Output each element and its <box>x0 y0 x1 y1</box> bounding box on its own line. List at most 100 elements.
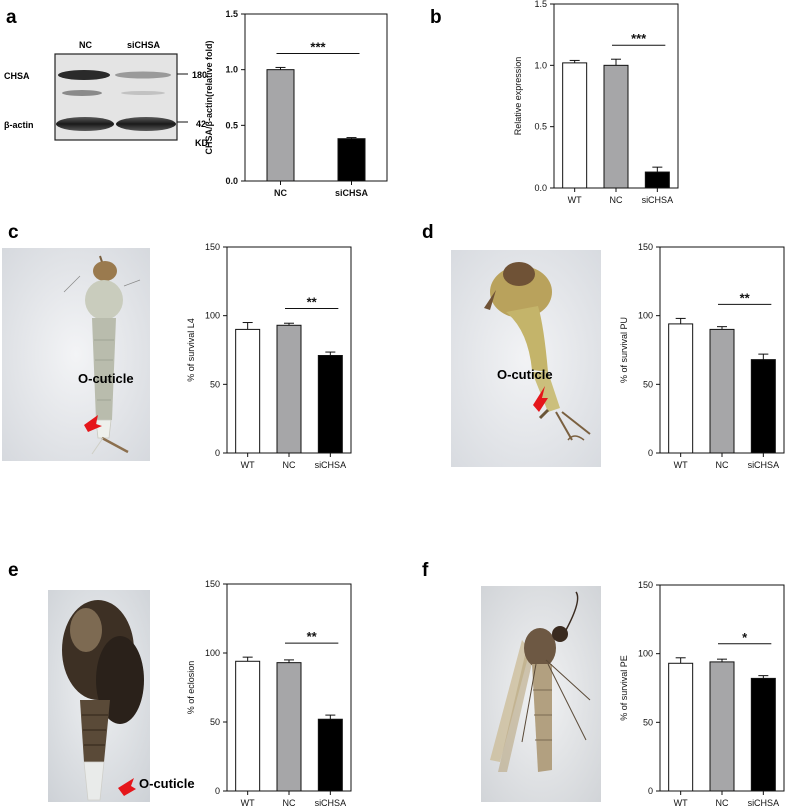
bar-wt <box>562 62 588 189</box>
blot-band-chsa-nc <box>58 70 110 80</box>
x-tick-label: WT <box>674 798 688 808</box>
y-tick-label: 150 <box>638 580 653 590</box>
x-tick-label: siCHSA <box>748 460 780 470</box>
significance-label: ** <box>307 629 318 644</box>
y-tick-label: 100 <box>638 649 653 659</box>
y-tick-label: 50 <box>643 717 653 727</box>
x-tick-label: siCHSA <box>642 195 674 205</box>
blot-lane-nc: NC <box>79 40 92 50</box>
blot-row-actin: β-actin <box>4 120 34 130</box>
bar-nc <box>709 328 735 454</box>
marker-unit: KD <box>195 138 208 148</box>
photo-larva-l4: O-cuticle <box>2 248 150 461</box>
y-tick-label: 150 <box>205 579 220 589</box>
blot-row-chsa: CHSA <box>4 71 30 81</box>
y-tick-label: 150 <box>638 242 653 252</box>
panel-letter-f: f <box>422 560 429 581</box>
bar-sichsa <box>317 718 343 792</box>
blot-lane-sichsa: siCHSA <box>127 40 161 50</box>
y-axis-label: % of eclosion <box>186 661 196 715</box>
photo-pupa: O-cuticle <box>451 250 601 467</box>
arrow-icon <box>118 778 136 796</box>
x-tick-label: WT <box>241 460 255 470</box>
blot-band-actin-sichsa <box>116 117 176 131</box>
x-tick-label: WT <box>568 195 582 205</box>
significance-label: *** <box>310 39 326 54</box>
bar-wt <box>235 660 261 792</box>
y-tick-label: 0.5 <box>225 120 238 130</box>
x-tick-label: NC <box>283 460 296 470</box>
larva-siphon <box>101 436 129 454</box>
blot-band-chsa-nc-lower <box>62 90 102 96</box>
annotation-o-cuticle: O-cuticle <box>78 371 134 386</box>
plot-frame <box>244 13 388 182</box>
panel-letter-a: a <box>6 7 17 28</box>
larva-head <box>93 261 117 281</box>
x-tick-label: siCHSA <box>748 798 780 808</box>
bar-sichsa <box>337 138 366 182</box>
y-tick-label: 0 <box>215 786 220 796</box>
bar-sichsa <box>750 677 776 792</box>
significance-label: ** <box>307 295 318 310</box>
larva-thorax <box>85 280 123 320</box>
annotation-o-cuticle: O-cuticle <box>139 776 195 791</box>
y-tick-label: 1.0 <box>225 65 238 75</box>
bar-wt <box>668 323 694 454</box>
y-tick-label: 0.0 <box>534 183 547 193</box>
chart-f: 0 50 100 150 % of survival PE WT NC siCHSA * <box>619 580 785 808</box>
western-blot: NC siCHSA CHSA β-actin 180 42 KD <box>4 40 208 148</box>
y-tick-label: 0.5 <box>534 122 547 132</box>
x-tick-label: siCHSA <box>315 460 347 470</box>
y-tick-label: 0 <box>648 448 653 458</box>
x-tick-label: siCHSA <box>315 798 347 808</box>
photo-background <box>2 248 150 461</box>
y-tick-label: 1.0 <box>534 60 547 70</box>
significance-label: * <box>742 630 748 645</box>
blot-band-chsa-sichsa <box>115 71 171 79</box>
pupa-abdomen <box>506 306 548 372</box>
y-axis-label: % of survival PE <box>619 655 629 721</box>
x-tick-label: NC <box>716 798 729 808</box>
bar-wt <box>235 328 261 454</box>
y-tick-label: 0 <box>215 448 220 458</box>
photo-eclosion: O-cuticle <box>48 590 195 802</box>
chart-b: 0.0 0.5 1.0 1.5 Relative expression WT NC siCHS… <box>513 0 679 205</box>
y-tick-label: 0.0 <box>225 176 238 186</box>
bar-nc <box>266 69 295 182</box>
bar-nc <box>603 64 629 189</box>
panel-letter-c: c <box>8 222 19 243</box>
y-tick-label: 1.5 <box>534 0 547 9</box>
adult-head <box>552 626 568 642</box>
y-tick-label: 50 <box>210 717 220 727</box>
panel-letter-d: d <box>422 222 434 243</box>
y-tick-label: 0 <box>648 786 653 796</box>
bar-sichsa <box>317 354 343 454</box>
y-axis-label: % of survival PU <box>619 317 629 383</box>
chart-a: 0.0 0.5 1.0 1.5 CHSA/β-actin(relative fold) N… <box>204 9 388 198</box>
x-tick-label: NC <box>274 188 287 198</box>
larva-abdomen <box>92 318 116 420</box>
panel-letter-b: b <box>430 7 442 28</box>
marker-42: 42 <box>196 119 206 129</box>
x-tick-label: WT <box>241 798 255 808</box>
y-tick-label: 50 <box>210 379 220 389</box>
y-tick-label: 100 <box>205 648 220 658</box>
chart-e: 0 50 100 150 % of eclosion WT NC siCHSA ** <box>186 579 352 808</box>
chart-d: 0 50 100 150 % of survival PU WT NC siCHSA ** <box>619 242 785 470</box>
panel-letter-e: e <box>8 560 19 581</box>
blot-band-chsa-sichsa-lower <box>121 91 165 95</box>
adult-wing <box>490 640 530 762</box>
bar-nc <box>276 662 302 792</box>
y-tick-label: 150 <box>205 242 220 252</box>
photo-adult <box>481 586 601 802</box>
bar-sichsa <box>750 359 776 454</box>
y-axis-label: CHSA/β-actin(relative fold) <box>204 40 214 154</box>
x-tick-label: WT <box>674 460 688 470</box>
annotation-o-cuticle: O-cuticle <box>497 367 553 382</box>
significance-label: *** <box>631 31 647 46</box>
adult-abdomen <box>532 664 552 772</box>
pupa-head <box>503 262 535 286</box>
y-tick-label: 100 <box>638 311 653 321</box>
y-tick-label: 50 <box>643 379 653 389</box>
